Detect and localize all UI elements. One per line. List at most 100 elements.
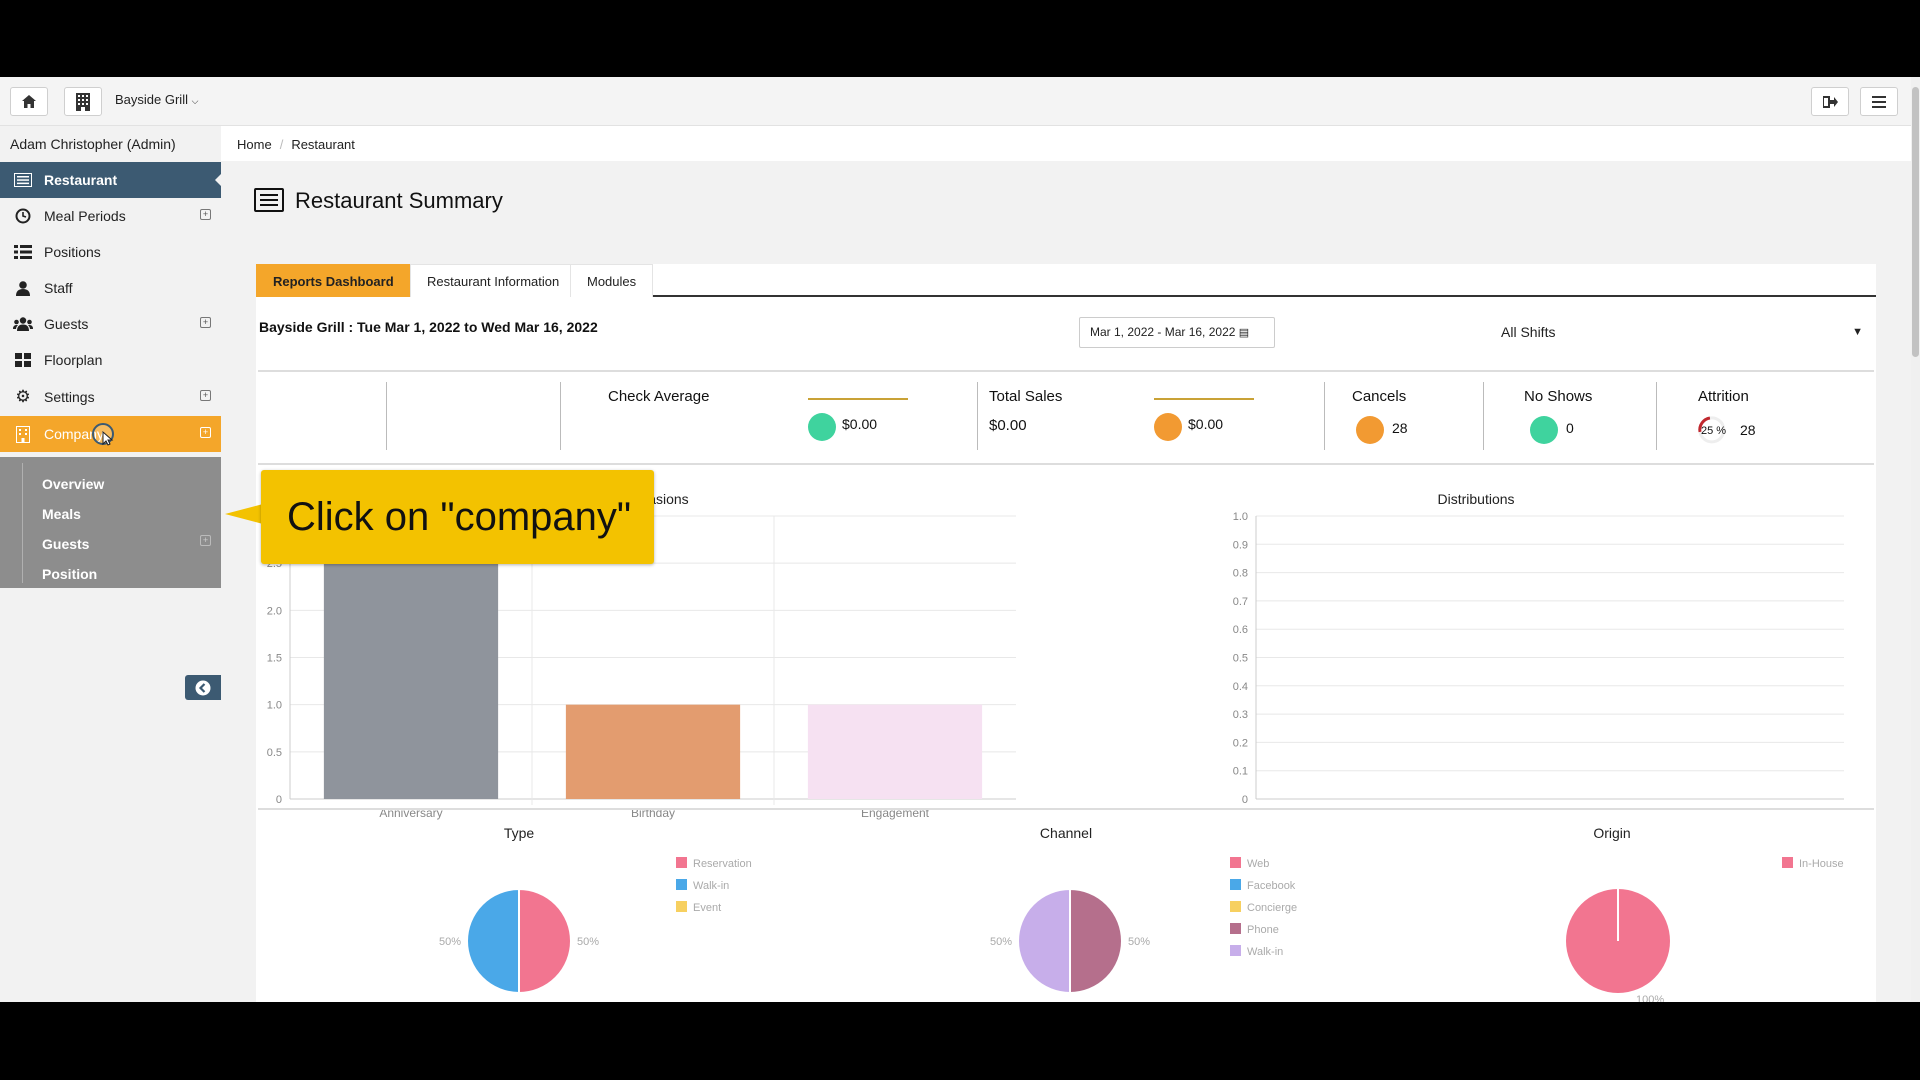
hamburger-icon (1872, 95, 1886, 108)
callout-pointer (225, 504, 263, 524)
legend-label: Web (1247, 858, 1269, 870)
legend-label: Walk-in (1247, 946, 1283, 958)
sidebar-item-positions[interactable]: Positions (0, 234, 221, 270)
submenu-item-meals[interactable]: Meals (42, 506, 81, 522)
logout-icon (1822, 95, 1838, 108)
y-tick-label: 0.6 (1233, 624, 1248, 636)
sidebar-item-settings[interactable]: ⚙ Settings + (0, 379, 221, 415)
kpi-attrition-percent: 25 % (1701, 425, 1727, 437)
expand-icon[interactable]: + (200, 317, 211, 328)
sidebar-item-guests[interactable]: Guests + (0, 306, 221, 342)
sidebar-item-floorplan[interactable]: Floorplan (0, 342, 221, 378)
date-range-value: Mar 1, 2022 - Mar 16, 2022 (1090, 325, 1236, 339)
sidebar-item-company[interactable]: Company + (0, 416, 221, 452)
y-tick-label: 0.9 (1233, 539, 1248, 551)
y-tick-label: 0.5 (1233, 653, 1248, 665)
scrollbar-thumb[interactable] (1912, 87, 1919, 357)
restaurant-name: Bayside Grill (115, 92, 188, 107)
tab-modules[interactable]: Modules (570, 264, 654, 297)
submenu-item-guests[interactable]: Guests (42, 536, 90, 552)
submenu-item-position[interactable]: Position (42, 566, 98, 582)
breadcrumb-home[interactable]: Home (237, 137, 272, 152)
kpi-check-average-value: $0.00 (842, 416, 878, 432)
expand-icon[interactable]: + (200, 390, 211, 401)
expand-icon[interactable]: + (200, 209, 211, 220)
legend-label: Reservation (693, 858, 752, 870)
tutorial-callout: Click on "company" (261, 470, 654, 564)
sparkline (1154, 398, 1254, 400)
shift-select[interactable]: All Shifts ▼ (1491, 317, 1871, 348)
pie-label: 100% (1636, 994, 1664, 1002)
y-tick-label: 1.0 (1233, 511, 1248, 523)
legend-label: Walk-in (693, 880, 729, 892)
building-button[interactable] (64, 87, 102, 116)
pie-label: 50% (439, 936, 461, 948)
date-range-picker[interactable]: Mar 1, 2022 - Mar 16, 2022 ▤ (1079, 317, 1275, 348)
bullet-list-icon (12, 245, 34, 259)
sidebar-item-label: Meal Periods (44, 208, 126, 224)
scrollbar-track[interactable] (1911, 77, 1920, 1002)
legend-swatch (676, 901, 687, 912)
sidebar-item-staff[interactable]: Staff (0, 270, 221, 306)
status-dot (1356, 416, 1384, 444)
expand-icon[interactable]: + (200, 427, 211, 438)
kpi-row: Check Average $0.00 Total Sales $0.00 $0… (258, 370, 1874, 465)
kpi-total-sales-label: Total Sales (989, 388, 1063, 405)
breadcrumb-current: Restaurant (291, 137, 355, 152)
tab-reports-dashboard[interactable]: Reports Dashboard (256, 264, 411, 297)
distributions-chart: Distributions 0 0.1 0.2 0.3 0.4 0.5 0.6 0.7 0.8 0.… (1233, 491, 1844, 806)
building-icon (76, 92, 90, 111)
kpi-no-shows-value: 0 (1566, 420, 1574, 436)
kpi-divider (560, 382, 561, 450)
top-bar: Bayside Grill ⌵ (0, 77, 1920, 126)
kpi-cancels-label: Cancels (1352, 388, 1407, 405)
y-tick-label: 0 (1242, 794, 1248, 806)
logout-button[interactable] (1811, 87, 1849, 116)
y-tick-label: 0.3 (1233, 709, 1248, 721)
pie-slice (1069, 887, 1123, 995)
sidebar-item-meal-periods[interactable]: Meal Periods + (0, 198, 221, 234)
y-tick-label: 0.8 (1233, 568, 1248, 580)
legend-swatch (1230, 879, 1241, 890)
status-dot (1154, 413, 1182, 441)
sidebar-item-label: Restaurant (44, 172, 118, 188)
legend-swatch (1782, 857, 1793, 868)
chart-title: Type (504, 825, 535, 841)
pie-slice (466, 887, 520, 995)
legend-swatch (676, 879, 687, 890)
tab-restaurant-information[interactable]: Restaurant Information (410, 264, 577, 297)
kpi-divider (386, 382, 387, 450)
kpi-divider (1324, 382, 1325, 450)
legend-swatch (1230, 945, 1241, 956)
pie-charts: Type Reservation Walk-in Event 50% 50% Channel… (439, 825, 1844, 1002)
users-icon (12, 317, 34, 331)
sidebar-item-restaurant[interactable]: Restaurant (0, 162, 221, 198)
pie-label: 50% (577, 936, 599, 948)
kpi-check-average-label: Check Average (608, 388, 710, 405)
collapse-sidebar-button[interactable] (185, 675, 221, 700)
chart-title: Origin (1593, 825, 1630, 841)
legend-swatch (1230, 857, 1241, 868)
grid-icon (12, 353, 34, 367)
expand-icon[interactable]: + (200, 535, 211, 546)
arrow-left-circle-icon (195, 680, 211, 695)
sidebar-item-label: Positions (44, 244, 101, 260)
y-tick-label: 0.1 (1233, 766, 1248, 778)
sidebar-item-label: Floorplan (44, 352, 103, 368)
submenu-item-overview[interactable]: Overview (42, 476, 105, 492)
list-icon (12, 173, 34, 187)
cursor-icon (92, 423, 114, 446)
bar (565, 704, 741, 799)
status-dot (808, 413, 836, 441)
reports-panel: Reports Dashboard Restaurant Information… (256, 264, 1876, 1002)
menu-button[interactable] (1860, 87, 1898, 116)
user-icon (12, 280, 34, 296)
home-button[interactable] (10, 87, 48, 116)
kpi-total-sales-value: $0.00 (989, 417, 1027, 434)
kpi-attrition-label: Attrition (1698, 388, 1749, 405)
list-icon (254, 188, 284, 212)
restaurant-dropdown[interactable]: Bayside Grill ⌵ (115, 92, 198, 107)
legend-swatch (676, 857, 687, 868)
building-icon (12, 425, 34, 443)
pie-slice (1017, 887, 1071, 995)
